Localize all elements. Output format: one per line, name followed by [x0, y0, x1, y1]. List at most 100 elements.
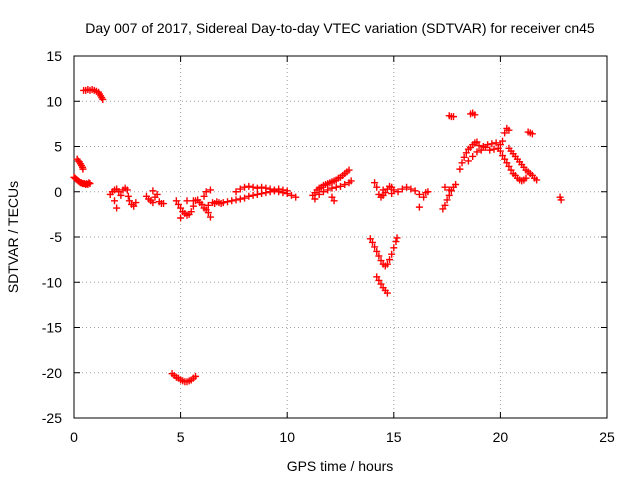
data-point	[160, 200, 168, 208]
y-tick-label: 5	[54, 139, 62, 155]
data-point	[124, 192, 132, 200]
data-point	[371, 179, 379, 187]
data-point	[113, 204, 121, 212]
y-tick-label: 15	[46, 48, 62, 64]
data-points	[70, 85, 565, 386]
data-point	[177, 214, 185, 222]
data-point	[377, 280, 385, 288]
data-point	[253, 184, 261, 192]
data-point	[449, 113, 457, 121]
data-point	[224, 198, 232, 206]
data-point	[183, 197, 191, 205]
data-point	[189, 197, 197, 205]
data-point	[332, 183, 340, 191]
data-point	[149, 199, 157, 207]
data-point	[490, 145, 498, 153]
plot-frame	[73, 55, 608, 419]
data-point	[443, 196, 451, 204]
data-point	[386, 256, 394, 264]
data-point	[245, 192, 253, 200]
data-point	[125, 197, 133, 205]
data-point	[383, 289, 391, 297]
data-point	[462, 149, 470, 157]
data-point	[200, 192, 208, 200]
data-point	[392, 238, 400, 246]
data-point	[458, 159, 466, 167]
data-point	[486, 146, 494, 154]
data-point	[99, 95, 107, 103]
data-point	[473, 138, 481, 146]
data-point	[390, 244, 398, 252]
data-point	[473, 148, 481, 156]
data-point	[187, 208, 195, 216]
data-point	[206, 213, 214, 221]
data-point	[123, 186, 131, 194]
data-point	[232, 188, 240, 196]
x-axis-label: GPS time / hours	[287, 458, 394, 474]
data-point	[373, 273, 381, 281]
data-point	[172, 197, 180, 205]
data-point	[557, 196, 565, 204]
y-tick-label: -15	[42, 320, 62, 336]
data-point	[375, 276, 383, 284]
data-point	[388, 190, 396, 198]
y-tick-label: 0	[54, 184, 62, 200]
data-point	[403, 183, 411, 191]
data-point	[375, 252, 383, 260]
data-point	[115, 188, 123, 196]
data-point	[204, 201, 212, 209]
data-point	[394, 188, 402, 196]
data-point	[492, 139, 500, 147]
data-point	[117, 191, 125, 199]
data-point	[373, 183, 381, 191]
data-point	[501, 155, 509, 163]
data-point	[452, 181, 460, 189]
data-point	[477, 146, 485, 154]
data-point	[383, 260, 391, 268]
data-point	[228, 197, 236, 205]
data-point	[475, 142, 483, 150]
y-axis-label: SDTVAR / TECUs	[5, 181, 21, 293]
data-point	[330, 197, 338, 205]
data-point	[507, 166, 515, 174]
data-point	[341, 181, 349, 189]
data-point	[258, 183, 266, 191]
data-point	[253, 190, 261, 198]
data-point	[390, 186, 398, 194]
data-point	[328, 184, 336, 192]
x-tick-label: 10	[279, 429, 295, 445]
data-point	[373, 247, 381, 255]
data-point	[279, 186, 287, 194]
data-point	[249, 183, 257, 191]
data-point	[522, 174, 530, 182]
data-point	[236, 185, 244, 193]
data-point	[149, 187, 157, 195]
data-point	[236, 195, 244, 203]
data-point	[533, 176, 541, 184]
data-point	[287, 191, 295, 199]
data-point	[420, 193, 428, 201]
data-point	[198, 200, 206, 208]
data-point	[415, 190, 423, 198]
data-point	[328, 193, 336, 201]
data-point	[445, 186, 453, 194]
gridlines	[74, 56, 607, 418]
data-point	[266, 185, 274, 193]
data-point	[241, 183, 249, 191]
data-point	[481, 143, 489, 151]
data-point	[441, 201, 449, 209]
data-point	[132, 199, 140, 207]
data-point	[241, 194, 249, 202]
data-point	[505, 126, 513, 134]
data-point	[292, 193, 300, 201]
data-point	[499, 137, 507, 145]
data-point	[337, 182, 344, 190]
data-point	[177, 204, 185, 212]
data-point	[85, 179, 93, 187]
y-tick-label: -25	[42, 410, 62, 426]
data-point	[496, 141, 504, 149]
data-point	[315, 190, 323, 198]
data-point	[415, 203, 423, 211]
x-tick-label: 15	[386, 429, 402, 445]
